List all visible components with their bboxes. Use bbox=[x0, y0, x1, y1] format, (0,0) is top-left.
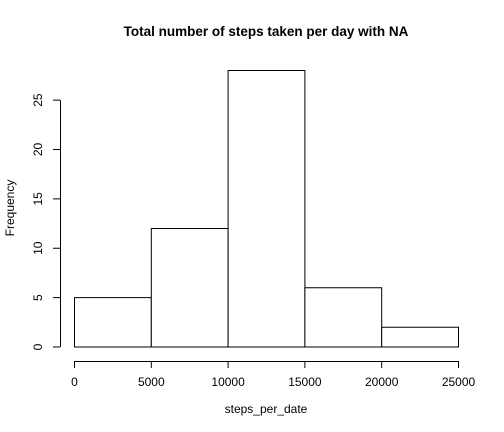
histogram-bar-4 bbox=[381, 326, 460, 348]
y-tick-label: 15 bbox=[31, 192, 45, 206]
y-tick-label: 5 bbox=[31, 294, 45, 301]
y-axis-label: Frequency bbox=[3, 180, 17, 237]
histogram-bar-3 bbox=[304, 287, 383, 348]
y-axis: 0 5 10 15 20 25 bbox=[31, 93, 61, 350]
x-axis: 0 5000 10000 15000 20000 25000 bbox=[71, 361, 476, 389]
y-tick-label: 10 bbox=[31, 241, 45, 255]
x-tick-label: 15000 bbox=[288, 375, 322, 389]
y-tick-label: 0 bbox=[31, 343, 45, 350]
x-tick-label: 10000 bbox=[211, 375, 245, 389]
x-tick-label: 20000 bbox=[365, 375, 399, 389]
histogram-bar-2 bbox=[227, 70, 306, 348]
histogram-bar-0 bbox=[74, 297, 152, 348]
y-tick-label: 20 bbox=[31, 143, 45, 157]
bars-group bbox=[74, 70, 460, 348]
histogram-bar-1 bbox=[150, 228, 229, 348]
y-tick-label: 25 bbox=[31, 93, 45, 107]
x-axis-label: steps_per_date bbox=[225, 402, 308, 416]
chart-title: Total number of steps taken per day with… bbox=[124, 24, 409, 39]
x-tick-label: 0 bbox=[71, 375, 78, 389]
x-tick-label: 5000 bbox=[138, 375, 165, 389]
x-tick-label: 25000 bbox=[442, 375, 476, 389]
